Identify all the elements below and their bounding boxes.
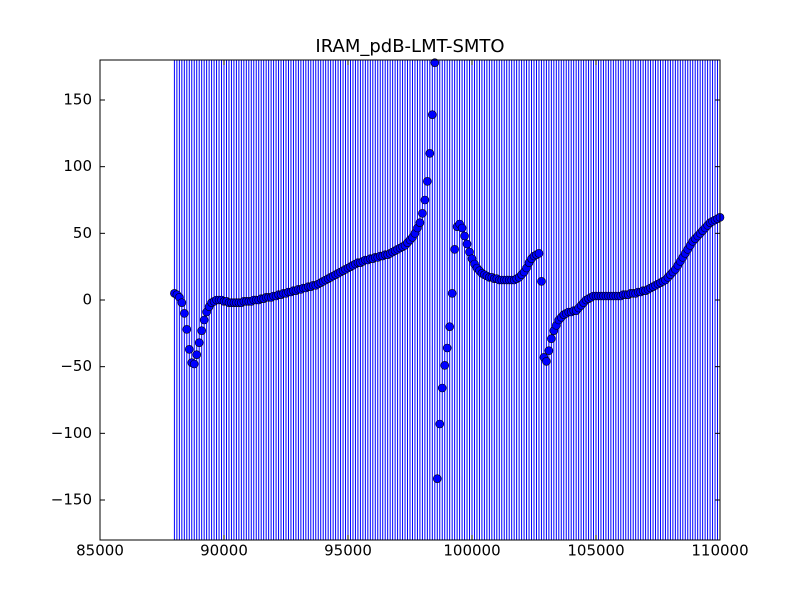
x-tick-label: 85000 — [76, 542, 124, 560]
x-tick-label: 90000 — [200, 542, 248, 560]
scatter-point — [182, 325, 192, 334]
chart-title: IRAM_pdB-LMT-SMTO — [315, 36, 504, 57]
plot-area — [170, 58, 725, 540]
scatter-point — [428, 110, 437, 119]
scatter-point — [447, 289, 457, 298]
scatter-point — [542, 357, 551, 366]
scatter-point — [420, 195, 430, 205]
scatter-point — [435, 419, 445, 429]
scatter-point — [534, 249, 544, 258]
scatter-point — [418, 209, 427, 218]
x-tick-label: 100000 — [443, 542, 500, 560]
scatter-point — [192, 350, 202, 359]
y-tick-label: 50 — [73, 224, 92, 242]
y-tick-label: −150 — [51, 491, 92, 509]
scatter-point — [460, 231, 469, 241]
scatter-point — [445, 322, 454, 331]
scatter-point — [180, 309, 189, 318]
scatter-point — [432, 474, 442, 483]
x-tick-label: 110000 — [691, 542, 748, 560]
scatter-point — [415, 218, 425, 227]
scatter-point — [437, 383, 447, 393]
scatter-point — [537, 277, 546, 286]
scatter-point — [199, 315, 209, 325]
scatter-point — [442, 343, 452, 353]
scatter-point — [462, 239, 472, 249]
scatter-point — [430, 58, 440, 67]
scatter-point — [440, 361, 450, 370]
x-tick-label: 105000 — [567, 542, 624, 560]
scatter-point — [184, 345, 194, 354]
scatter-point — [189, 359, 199, 369]
scatter-point — [425, 149, 435, 158]
scatter-point — [457, 223, 467, 233]
scatter-point — [450, 245, 459, 254]
x-tick-label: 95000 — [324, 542, 372, 560]
y-tick-label: −100 — [51, 424, 92, 442]
scatter-point — [197, 326, 206, 335]
scatter-point — [547, 334, 556, 343]
scatter-point — [194, 338, 204, 347]
scatter-point — [423, 177, 432, 186]
y-tick-label: 100 — [63, 157, 92, 175]
y-tick-label: 0 — [82, 291, 92, 309]
y-tick-label: −50 — [60, 357, 92, 375]
scatter-point — [177, 298, 187, 307]
y-tick-label: 150 — [63, 91, 92, 109]
scatter-point — [544, 346, 554, 355]
